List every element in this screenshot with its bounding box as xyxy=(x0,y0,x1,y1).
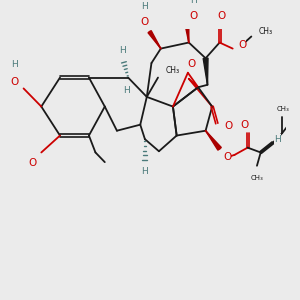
Text: O: O xyxy=(223,152,231,162)
Text: H: H xyxy=(274,135,281,144)
Text: O: O xyxy=(241,120,249,130)
Text: H: H xyxy=(190,0,197,5)
Text: O: O xyxy=(141,17,149,27)
Text: H: H xyxy=(142,2,148,11)
Text: H: H xyxy=(142,167,148,176)
Text: CH₃: CH₃ xyxy=(259,27,273,36)
Text: O: O xyxy=(188,59,196,69)
Text: H: H xyxy=(11,60,18,69)
Polygon shape xyxy=(185,24,189,43)
Text: CH₃: CH₃ xyxy=(250,175,263,181)
Polygon shape xyxy=(206,131,221,150)
Text: O: O xyxy=(224,121,232,131)
Text: H: H xyxy=(119,46,126,56)
Text: O: O xyxy=(189,11,198,21)
Text: H: H xyxy=(123,86,130,95)
Polygon shape xyxy=(203,58,208,85)
Polygon shape xyxy=(148,31,161,49)
Text: O: O xyxy=(238,40,246,50)
Text: O: O xyxy=(29,158,37,168)
Text: O: O xyxy=(10,77,18,87)
Text: O: O xyxy=(217,11,226,21)
Text: CH₃: CH₃ xyxy=(277,106,290,112)
Text: CH₃: CH₃ xyxy=(166,66,180,75)
